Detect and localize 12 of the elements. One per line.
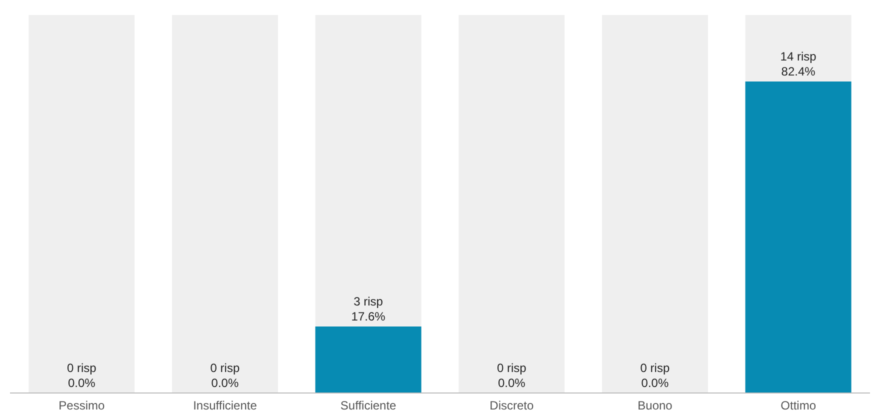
data-label: 0 risp 0.0% (210, 360, 240, 390)
data-label: 0 risp 0.0% (66, 360, 97, 390)
x-tick-label: Buono (638, 398, 673, 413)
data-label: 0 risp 0.0% (496, 360, 527, 390)
x-tick-label: Pessimo (58, 398, 105, 413)
x-tick-label: Ottimo (780, 398, 816, 413)
data-label: 14 risp 82.4% (780, 50, 817, 79)
data-label: 3 risp 17.6% (351, 294, 386, 324)
x-tick-label: Discreto (490, 398, 534, 413)
x-tick-label: Sufficiente (340, 398, 397, 413)
x-tick-label: Insufficiente (193, 398, 258, 413)
data-label: 0 risp 0.0% (640, 360, 670, 390)
